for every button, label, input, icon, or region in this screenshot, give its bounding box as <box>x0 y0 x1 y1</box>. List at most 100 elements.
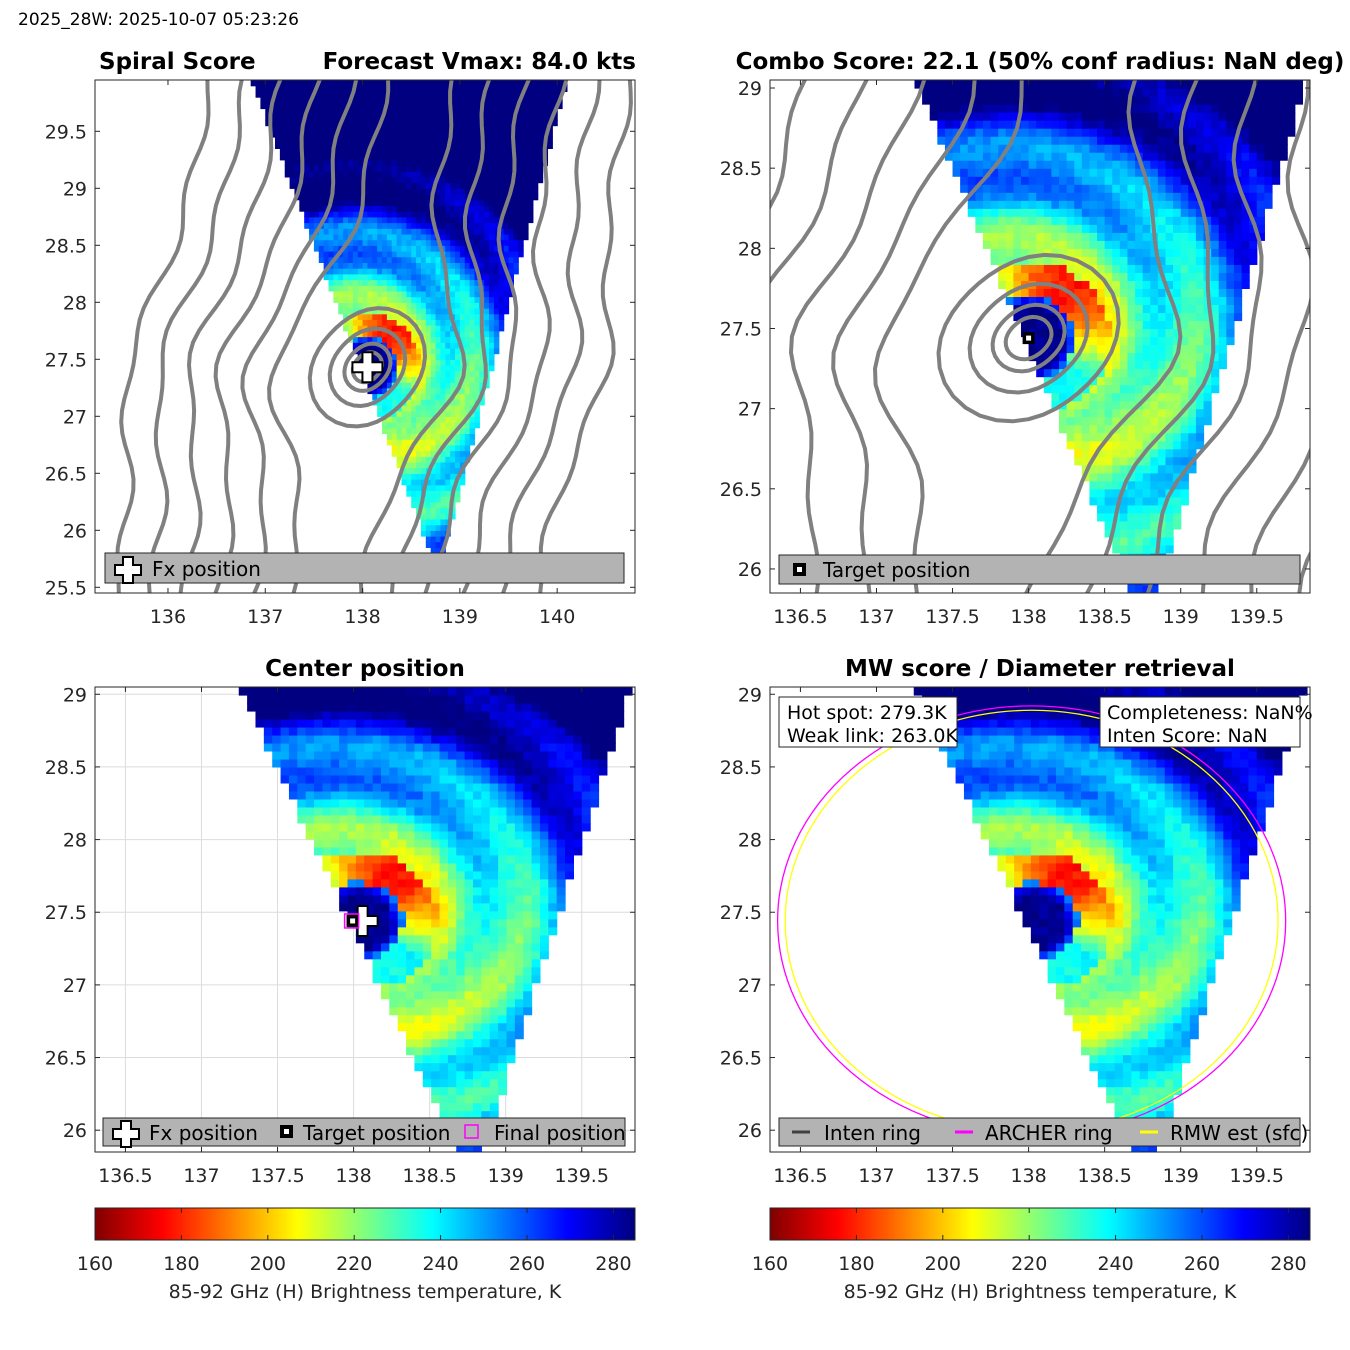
heatmap-cell <box>1089 216 1098 225</box>
heatmap-cell <box>377 330 383 338</box>
heatmap-cell <box>1051 224 1060 233</box>
heatmap-cell <box>1081 304 1091 314</box>
heatmap-cell <box>1028 256 1037 265</box>
heatmap-cell <box>391 159 398 167</box>
heatmap-cell <box>484 336 490 343</box>
heatmap-cell <box>952 160 961 169</box>
heatmap-cell <box>435 393 442 400</box>
heatmap-cell <box>1097 288 1106 298</box>
heatmap-cell <box>1188 248 1197 257</box>
heatmap-cell <box>420 308 427 315</box>
heatmap-cell <box>1218 168 1227 177</box>
heatmap-cell <box>304 85 310 92</box>
legend: Target position <box>778 554 1301 585</box>
heatmap-cell <box>1173 88 1182 97</box>
heatmap-cell <box>323 97 330 104</box>
heatmap-cell <box>313 119 320 127</box>
heatmap-cell <box>990 240 999 249</box>
heatmap-cell <box>411 365 417 372</box>
heatmap-cell <box>420 85 427 92</box>
heatmap-cell <box>411 194 417 201</box>
heatmap-cell <box>386 416 393 423</box>
heatmap-cell <box>333 80 339 87</box>
heatmap-cell <box>1211 168 1220 177</box>
heatmap-cell <box>975 224 984 233</box>
heatmap-cell <box>498 159 505 167</box>
heatmap-cell <box>479 165 485 172</box>
heatmap-cell <box>1188 128 1197 137</box>
heatmap-cell <box>1249 160 1258 169</box>
contour-line <box>831 80 977 593</box>
heatmap-cell <box>975 144 984 153</box>
heatmap-cell <box>474 125 480 132</box>
heatmap-cell <box>440 336 446 343</box>
heatmap-cell <box>1112 136 1121 145</box>
heatmap-cell <box>450 159 456 167</box>
heatmap-cell <box>430 119 437 127</box>
heatmap-cell <box>440 176 446 184</box>
heatmap-cell <box>493 142 500 149</box>
heatmap-cell <box>552 97 558 104</box>
heatmap-cell <box>1203 184 1212 193</box>
heatmap-cell <box>347 302 354 309</box>
heatmap-cell <box>420 456 427 463</box>
heatmap-cell <box>1226 192 1235 201</box>
heatmap-cell <box>1173 424 1182 434</box>
heatmap-cell <box>377 239 383 246</box>
heatmap-cell <box>493 176 500 184</box>
heatmap-cell <box>382 290 388 298</box>
heatmap-cell <box>450 444 456 452</box>
heatmap-cell <box>1218 256 1227 265</box>
heatmap-cell <box>309 142 315 149</box>
heatmap-cell <box>1271 128 1281 137</box>
heatmap-cell <box>1226 296 1235 306</box>
heatmap-cell <box>445 216 451 224</box>
heatmap-cell <box>1241 264 1250 273</box>
heatmap-cell <box>493 233 500 241</box>
heatmap-cell <box>396 393 403 400</box>
heatmap-cell <box>1119 544 1129 554</box>
heatmap-cell <box>1157 296 1167 306</box>
heatmap-cell <box>1119 448 1129 458</box>
heatmap-cell <box>1150 248 1159 257</box>
heatmap-cell <box>1135 528 1144 538</box>
heatmap-cell <box>309 125 315 132</box>
heatmap-cell <box>508 91 514 98</box>
heatmap-cell <box>386 102 393 110</box>
heatmap-cell <box>1005 256 1014 265</box>
heatmap-cell <box>464 410 471 417</box>
heatmap-cell <box>396 370 403 377</box>
heatmap-cell <box>513 131 519 138</box>
heatmap-cell <box>1218 192 1227 201</box>
heatmap-cell <box>1211 352 1220 362</box>
heatmap-cell <box>435 444 442 452</box>
heatmap-cell <box>1173 384 1182 394</box>
heatmap-cell <box>1097 184 1106 193</box>
heatmap-cell <box>1135 168 1144 177</box>
heatmap-cell <box>489 330 495 338</box>
heatmap-cell <box>313 188 320 195</box>
heatmap-cell <box>1097 144 1106 153</box>
heatmap-cell <box>372 102 378 110</box>
heatmap-cell <box>435 422 442 429</box>
heatmap-cell <box>455 154 461 161</box>
heatmap-cell <box>425 131 432 138</box>
heatmap-cell <box>1142 472 1151 482</box>
heatmap-cell <box>1066 200 1075 209</box>
heatmap-cell <box>1249 184 1258 193</box>
heatmap-cell <box>503 80 510 87</box>
heatmap-cell <box>489 251 495 258</box>
heatmap-cell <box>1135 368 1144 378</box>
heatmap-cell <box>1112 440 1121 450</box>
heatmap-cell <box>484 182 490 189</box>
heatmap-cell <box>411 422 417 429</box>
heatmap-cell <box>498 285 505 292</box>
heatmap-cell <box>1188 384 1197 394</box>
heatmap-cell <box>1180 312 1189 322</box>
heatmap-cell <box>386 342 393 349</box>
heatmap-cell <box>1081 432 1091 442</box>
heatmap-cell <box>1013 192 1022 201</box>
heatmap-cell <box>998 232 1007 241</box>
heatmap-cell <box>1218 344 1227 354</box>
heatmap-cell <box>338 194 344 201</box>
